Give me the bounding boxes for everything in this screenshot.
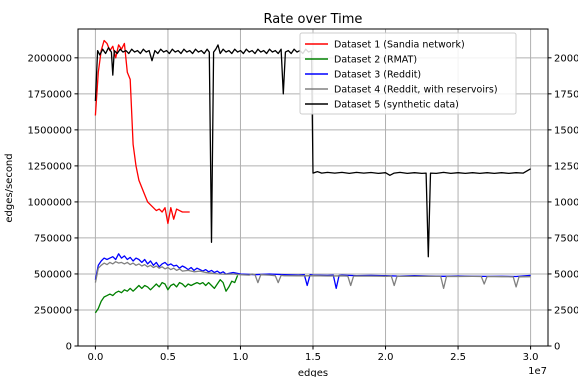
x-tick-label: 1.0 (233, 352, 249, 363)
y-tick-label-left: 1250000 (27, 161, 72, 172)
legend: Dataset 1 (Sandia network) Dataset 2 (RMA… (299, 32, 517, 115)
x-tick-label: 1.5 (305, 352, 321, 363)
x-tick-label: 0.0 (87, 352, 103, 363)
y-tick-label-right: 1750000 (554, 89, 578, 100)
x-tick-label: 0.5 (160, 352, 176, 363)
x-axis-label: edges (298, 368, 328, 377)
chart-title: Rate over Time (264, 12, 363, 27)
y-tick-label-left: 0 (66, 342, 72, 353)
x-offset-label: 1e7 (528, 366, 547, 377)
legend-label: Dataset 1 (Sandia network) (334, 40, 465, 51)
y-tick-label-right: 1500000 (554, 125, 578, 136)
y-tick-label-right: 500000 (554, 269, 578, 280)
legend-label: Dataset 4 (Reddit, with reservoirs) (334, 85, 498, 96)
series-line-1 (94, 39, 190, 225)
y-tick-label-left: 500000 (34, 269, 72, 280)
series-line-4 (94, 261, 531, 290)
y-axis-label: edges/second (4, 153, 15, 222)
y-tick-label-left: 1500000 (27, 125, 72, 136)
y-tick-label-left: 1750000 (27, 89, 72, 100)
ticks: 0.0 0.5 1.0 1.5 2.0 2.5 3.0 0 0 250000 250000 50000… (27, 53, 578, 363)
x-tick-label: 3.0 (523, 352, 539, 363)
x-tick-label: 2.5 (450, 352, 466, 363)
series-line-5 (94, 44, 531, 258)
legend-label: Dataset 2 (RMAT) (334, 55, 417, 66)
series-line-2 (94, 275, 239, 314)
legend-frame (299, 32, 517, 115)
y-tick-label-right: 1250000 (554, 161, 578, 172)
y-tick-label-right: 0 (554, 342, 560, 353)
y-tick-label-left: 1000000 (27, 197, 72, 208)
y-tick-label-right: 2000000 (554, 53, 578, 64)
legend-label: Dataset 3 (Reddit) (334, 70, 421, 81)
y-tick-label-left: 250000 (34, 305, 72, 316)
x-tick-label: 2.0 (378, 352, 394, 363)
y-tick-label-left: 2000000 (27, 53, 72, 64)
y-tick-label-right: 1000000 (554, 197, 578, 208)
series-group (94, 39, 531, 314)
legend-label: Dataset 5 (synthetic data) (334, 100, 459, 111)
y-tick-label-right: 250000 (554, 305, 578, 316)
y-tick-label-left: 750000 (34, 233, 72, 244)
y-tick-label-right: 750000 (554, 233, 578, 244)
